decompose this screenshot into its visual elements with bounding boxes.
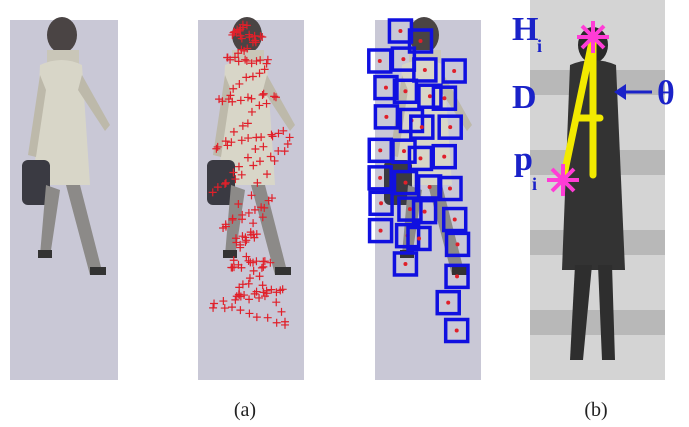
head-subscript: i [537,36,542,56]
patch-center [423,210,427,214]
point-subscript: i [532,174,537,194]
direction-label: D [512,79,537,116]
caption: (b) [584,399,607,421]
patch-center [379,201,383,205]
patch-center [442,96,446,100]
patch-center [455,274,459,278]
figure: H i D θ p i (a) (b) [0,0,689,427]
patch-center [453,218,457,222]
patch-center [403,89,407,93]
patch-center [384,115,388,119]
point-label: p [514,141,533,178]
patch-center [442,155,446,159]
patch-center [378,176,382,180]
patch-center [398,29,402,33]
angle-label: θ [657,75,675,112]
patch-center [384,86,388,90]
head-label: H [512,11,538,48]
patch-center [448,187,452,191]
patch-center [417,236,421,240]
patch-center [402,149,406,153]
patch-center [423,68,427,72]
patch-center [378,148,382,152]
patch-center [428,94,432,98]
patch-center [401,57,405,61]
patch-center [403,262,407,266]
patch-center [448,125,452,129]
patch-center [379,229,383,233]
patch-center [428,185,432,189]
patch-center [446,301,450,305]
patch-center [418,39,422,43]
patch-center [404,181,408,185]
patch-center [455,329,459,333]
patch-center [418,156,422,160]
caption: (a) [234,399,256,421]
patch-center [378,59,382,63]
image-panel [530,0,665,380]
patch-center [452,69,456,73]
patch-center [420,125,424,129]
patch-center [408,207,412,211]
patch-center [456,242,460,246]
